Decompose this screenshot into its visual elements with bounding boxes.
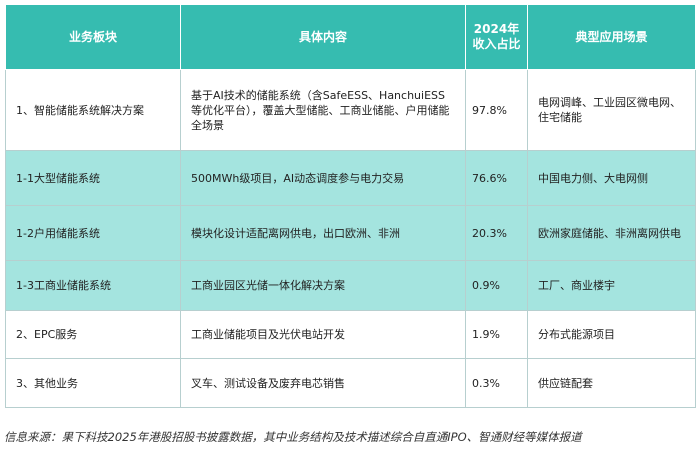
scenario-cell: 电网调峰、工业园区微电网、住宅储能 — [527, 69, 696, 151]
table-row: 1-2户用储能系统 模块化设计适配离网供电，出口欧洲、非洲 20.3% 欧洲家庭… — [5, 205, 696, 261]
share-cell: 0.3% — [465, 358, 528, 408]
segment-cell: 1-2户用储能系统 — [5, 205, 181, 261]
segment-cell: 3、其他业务 — [5, 358, 181, 408]
content-cell: 工商业储能项目及光伏电站开发 — [180, 310, 466, 359]
content-cell: 叉车、测试设备及废弃电芯销售 — [180, 358, 466, 408]
segment-cell: 1-1大型储能系统 — [5, 150, 181, 206]
segment-cell: 1、智能储能系统解决方案 — [5, 69, 181, 151]
share-cell: 0.9% — [465, 260, 528, 311]
table-header-row: 业务板块 具体内容 2024年收入占比 典型应用场景 — [5, 4, 696, 70]
table-row: 1-3工商业储能系统 工商业园区光储一体化解决方案 0.9% 工厂、商业楼宇 — [5, 260, 696, 311]
content-cell: 模块化设计适配离网供电，出口欧洲、非洲 — [180, 205, 466, 261]
scenario-cell: 中国电力侧、大电网侧 — [527, 150, 696, 206]
scenario-cell: 工厂、商业楼宇 — [527, 260, 696, 311]
segment-cell: 2、EPC服务 — [5, 310, 181, 359]
content-cell: 基于AI技术的储能系统（含SafeESS、HanchuiESS等优化平台），覆盖… — [180, 69, 466, 151]
scenario-cell: 欧洲家庭储能、非洲离网供电 — [527, 205, 696, 261]
table-row: 2、EPC服务 工商业储能项目及光伏电站开发 1.9% 分布式能源项目 — [5, 310, 696, 359]
share-cell: 76.6% — [465, 150, 528, 206]
table-row: 1、智能储能系统解决方案 基于AI技术的储能系统（含SafeESS、Hanchu… — [5, 69, 696, 151]
content-cell: 工商业园区光储一体化解决方案 — [180, 260, 466, 311]
content-cell: 500MWh级项目，AI动态调度参与电力交易 — [180, 150, 466, 206]
business-segments-table: 业务板块 具体内容 2024年收入占比 典型应用场景 1、智能储能系统解决方案 … — [5, 4, 696, 408]
share-cell: 97.8% — [465, 69, 528, 151]
header-scenario: 典型应用场景 — [527, 4, 696, 70]
table-row: 3、其他业务 叉车、测试设备及废弃电芯销售 0.3% 供应链配套 — [5, 358, 696, 408]
share-cell: 1.9% — [465, 310, 528, 359]
header-segment: 业务板块 — [5, 4, 181, 70]
header-content: 具体内容 — [180, 4, 466, 70]
header-revenue-share: 2024年收入占比 — [465, 4, 528, 70]
scenario-cell: 供应链配套 — [527, 358, 696, 408]
share-cell: 20.3% — [465, 205, 528, 261]
source-footnote: 信息来源：果下科技2025年港股招股书披露数据，其中业务结构及技术描述综合自直通… — [4, 430, 582, 444]
segment-cell: 1-3工商业储能系统 — [5, 260, 181, 311]
table-row: 1-1大型储能系统 500MWh级项目，AI动态调度参与电力交易 76.6% 中… — [5, 150, 696, 206]
scenario-cell: 分布式能源项目 — [527, 310, 696, 359]
